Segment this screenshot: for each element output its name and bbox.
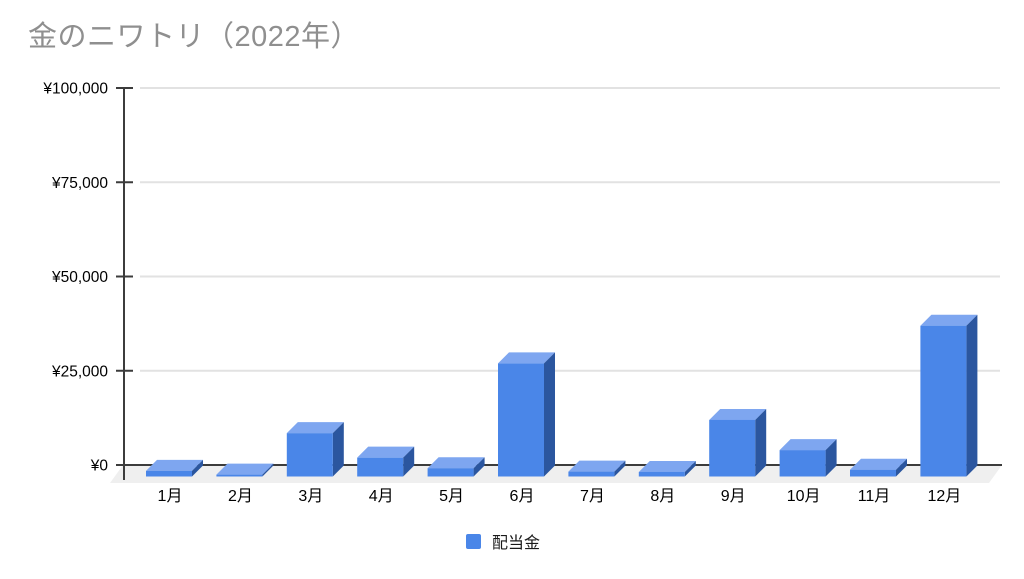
bar-top-face (498, 352, 555, 364)
bar-2月 (216, 463, 274, 477)
bar-top-face (286, 422, 344, 434)
bar-side-face (614, 460, 626, 477)
bar-side-face (332, 422, 344, 477)
x-tick-label: 1月 (158, 488, 183, 505)
y-tick-label: ¥75,000 (51, 175, 108, 192)
bar-top-face (427, 457, 485, 469)
bar-side-face (966, 314, 978, 477)
bar-front-face (709, 419, 756, 477)
bar-side-face (755, 408, 767, 477)
bar-front-face (286, 433, 333, 477)
y-tick-label: ¥50,000 (51, 269, 108, 286)
bar-front-face (146, 470, 192, 477)
bar-top-face (920, 314, 978, 326)
x-tick-label: 10月 (787, 488, 821, 505)
bar-side-face (473, 457, 485, 477)
legend-swatch-icon (466, 533, 481, 549)
x-tick-label: 9月 (721, 488, 746, 505)
x-tick-label: 4月 (369, 488, 394, 505)
bar-top-face (568, 460, 626, 472)
y-tick-label: ¥25,000 (51, 363, 108, 380)
bar-front-face (920, 325, 967, 477)
bar-front-face (427, 468, 474, 477)
bar-front-face (638, 471, 685, 477)
y-tick-label: ¥100,000 (42, 81, 108, 98)
bar-side-face (684, 460, 696, 477)
x-tick-label: 2月 (228, 488, 253, 505)
bar-side-face (403, 446, 415, 477)
bar-top-face (638, 460, 696, 472)
bar-top-face (850, 458, 907, 470)
bar-side-face (825, 439, 837, 477)
bar-side-face (192, 459, 203, 477)
x-tick-label: 8月 (650, 488, 675, 505)
bar-side-face (544, 352, 555, 477)
bar-top-face (357, 446, 415, 458)
x-tick-label: 6月 (510, 488, 535, 505)
bar-top-face (779, 439, 837, 451)
bar-10月 (779, 439, 837, 477)
bar-side-face (896, 458, 907, 477)
x-tick-label: 12月 (927, 488, 961, 505)
bar-top-face (216, 463, 274, 475)
legend: 配当金 (466, 529, 540, 553)
legend-label: 配当金 (492, 535, 541, 552)
bar-front-face (498, 363, 544, 477)
chart-title: 金のニワトリ（2022年） (28, 21, 361, 53)
x-tick-label: 7月 (580, 488, 605, 505)
y-tick-label: ¥0 (90, 458, 109, 475)
bar-front-face (779, 450, 826, 477)
bar-6月 (498, 352, 555, 477)
bar-1月 (146, 459, 203, 477)
x-tick-label: 5月 (439, 488, 464, 505)
bar-8月 (638, 460, 696, 477)
bar-top-face (709, 408, 767, 420)
bar-4月 (357, 446, 415, 477)
bar-7月 (568, 460, 626, 477)
bar-12月 (920, 314, 978, 477)
bar-3月 (286, 422, 344, 477)
bar-11月 (850, 458, 907, 477)
bar-top-face (146, 459, 203, 471)
bar-front-face (216, 474, 263, 477)
bar-side-face (262, 463, 274, 477)
x-tick-label: 11月 (858, 488, 891, 505)
bar-9月 (709, 408, 767, 477)
bar-front-face (357, 457, 404, 477)
bar-5月 (427, 457, 485, 477)
x-tick-label: 3月 (298, 488, 323, 505)
bar-front-face (850, 469, 896, 477)
bar-front-face (568, 471, 615, 477)
